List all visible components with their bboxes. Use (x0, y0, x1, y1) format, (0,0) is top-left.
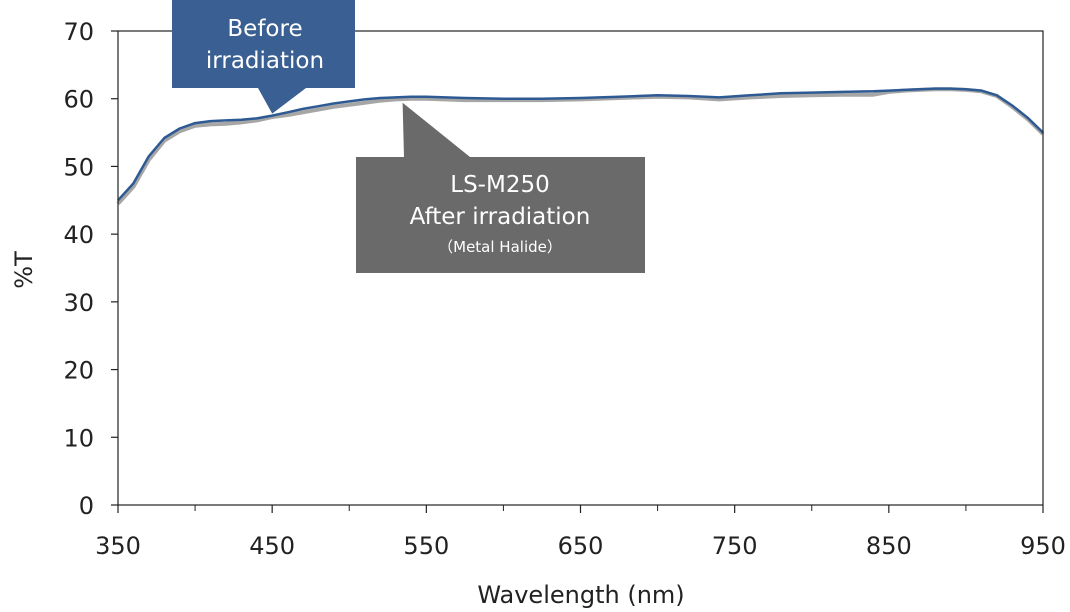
ticks-layer: 350 450 550 650 750 850 950 0 10 20 30 40 50 60 70 (63, 18, 1065, 560)
callout-after-subline: （Metal Halide） (438, 238, 562, 256)
x-tick-label: 650 (558, 532, 604, 560)
x-tick-label: 950 (1020, 532, 1066, 560)
x-tick-label: 750 (712, 532, 758, 560)
callout-before-shape (172, 0, 355, 114)
callout-before-line1: Before (227, 16, 302, 42)
x-tick-label: 450 (249, 532, 295, 560)
y-tick-label: 60 (63, 86, 94, 114)
y-tick-label: 70 (63, 18, 94, 46)
callout-after-line1: LS-M250 (450, 172, 549, 198)
x-tick-label: 850 (866, 532, 912, 560)
callout-before-line2: irradiation (206, 48, 324, 74)
x-tick-label: 350 (95, 532, 141, 560)
y-tick-label: 20 (63, 357, 94, 385)
x-tick-label: 550 (403, 532, 449, 560)
callout-before: Before irradiation (172, 0, 355, 114)
y-axis-title: %T (10, 251, 38, 289)
x-axis-title: Wavelength (nm) (477, 581, 684, 609)
callout-after-shape (356, 102, 645, 273)
y-tick-label: 50 (63, 153, 94, 181)
series-line-0 (117, 87, 1044, 202)
y-tick-label: 0 (79, 492, 94, 520)
y-tick-label: 40 (63, 221, 94, 249)
callout-after: LS-M250 After irradiation （Metal Halide） (356, 102, 645, 273)
y-tick-label: 10 (63, 424, 94, 452)
y-tick-label: 30 (63, 289, 94, 317)
callout-after-line2: After irradiation (410, 204, 591, 230)
curves-layer (116, 87, 1045, 206)
